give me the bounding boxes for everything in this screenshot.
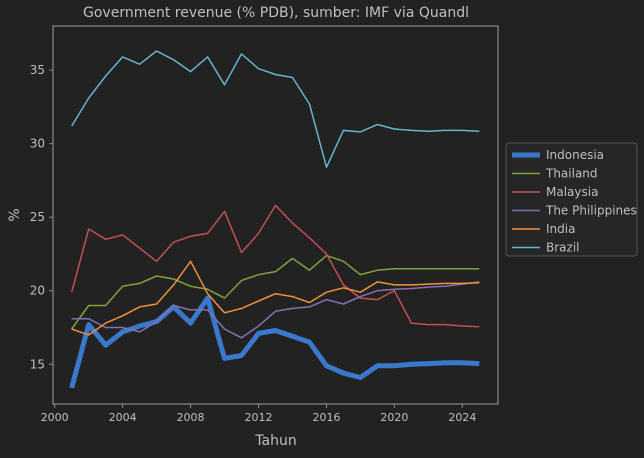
legend-label: India [546, 222, 575, 236]
y-tick-label: 35 [30, 63, 45, 77]
series-line-malaysia [70, 204, 480, 328]
x-tick-label: 2000 [41, 411, 69, 424]
series-line-thailand [71, 254, 480, 330]
legend-label: Thailand [545, 167, 598, 181]
series-line-india [71, 260, 480, 336]
legend: Indonesia Thailand Malaysia The Philippines… [505, 142, 638, 257]
y-tick-label: 15 [30, 357, 45, 371]
y-axis-label: % [7, 208, 23, 221]
chart-title: Government revenue (% PDB), sumber: IMF … [83, 5, 469, 21]
legend-box [505, 142, 638, 257]
x-tick-label: 2016 [312, 411, 340, 424]
y-tick-label: 25 [30, 210, 45, 224]
legend-label: The Philippines [545, 204, 637, 218]
x-tick-label: 2012 [245, 411, 273, 424]
plot-area [69, 50, 480, 389]
series-line-brazil [71, 50, 480, 168]
y-tick-label: 20 [30, 284, 45, 298]
x-axis-label: Tahun [254, 433, 296, 449]
y-axis: 15 20 25 30 35 [30, 63, 53, 371]
x-tick-label: 2024 [448, 411, 476, 424]
y-tick-label: 30 [30, 137, 45, 151]
x-tick-label: 2004 [109, 411, 137, 424]
legend-label: Malaysia [546, 185, 598, 199]
series-line-the-philippines [71, 281, 480, 339]
x-axis: 2000 2004 2008 2012 2016 2020 2024 [41, 404, 476, 424]
x-tick-label: 2020 [380, 411, 408, 424]
legend-label: Brazil [546, 241, 580, 255]
legend-label: Indonesia [546, 148, 604, 162]
plot-frame [52, 25, 499, 405]
x-tick-label: 2008 [177, 411, 205, 424]
series-line-indonesia [69, 295, 480, 389]
